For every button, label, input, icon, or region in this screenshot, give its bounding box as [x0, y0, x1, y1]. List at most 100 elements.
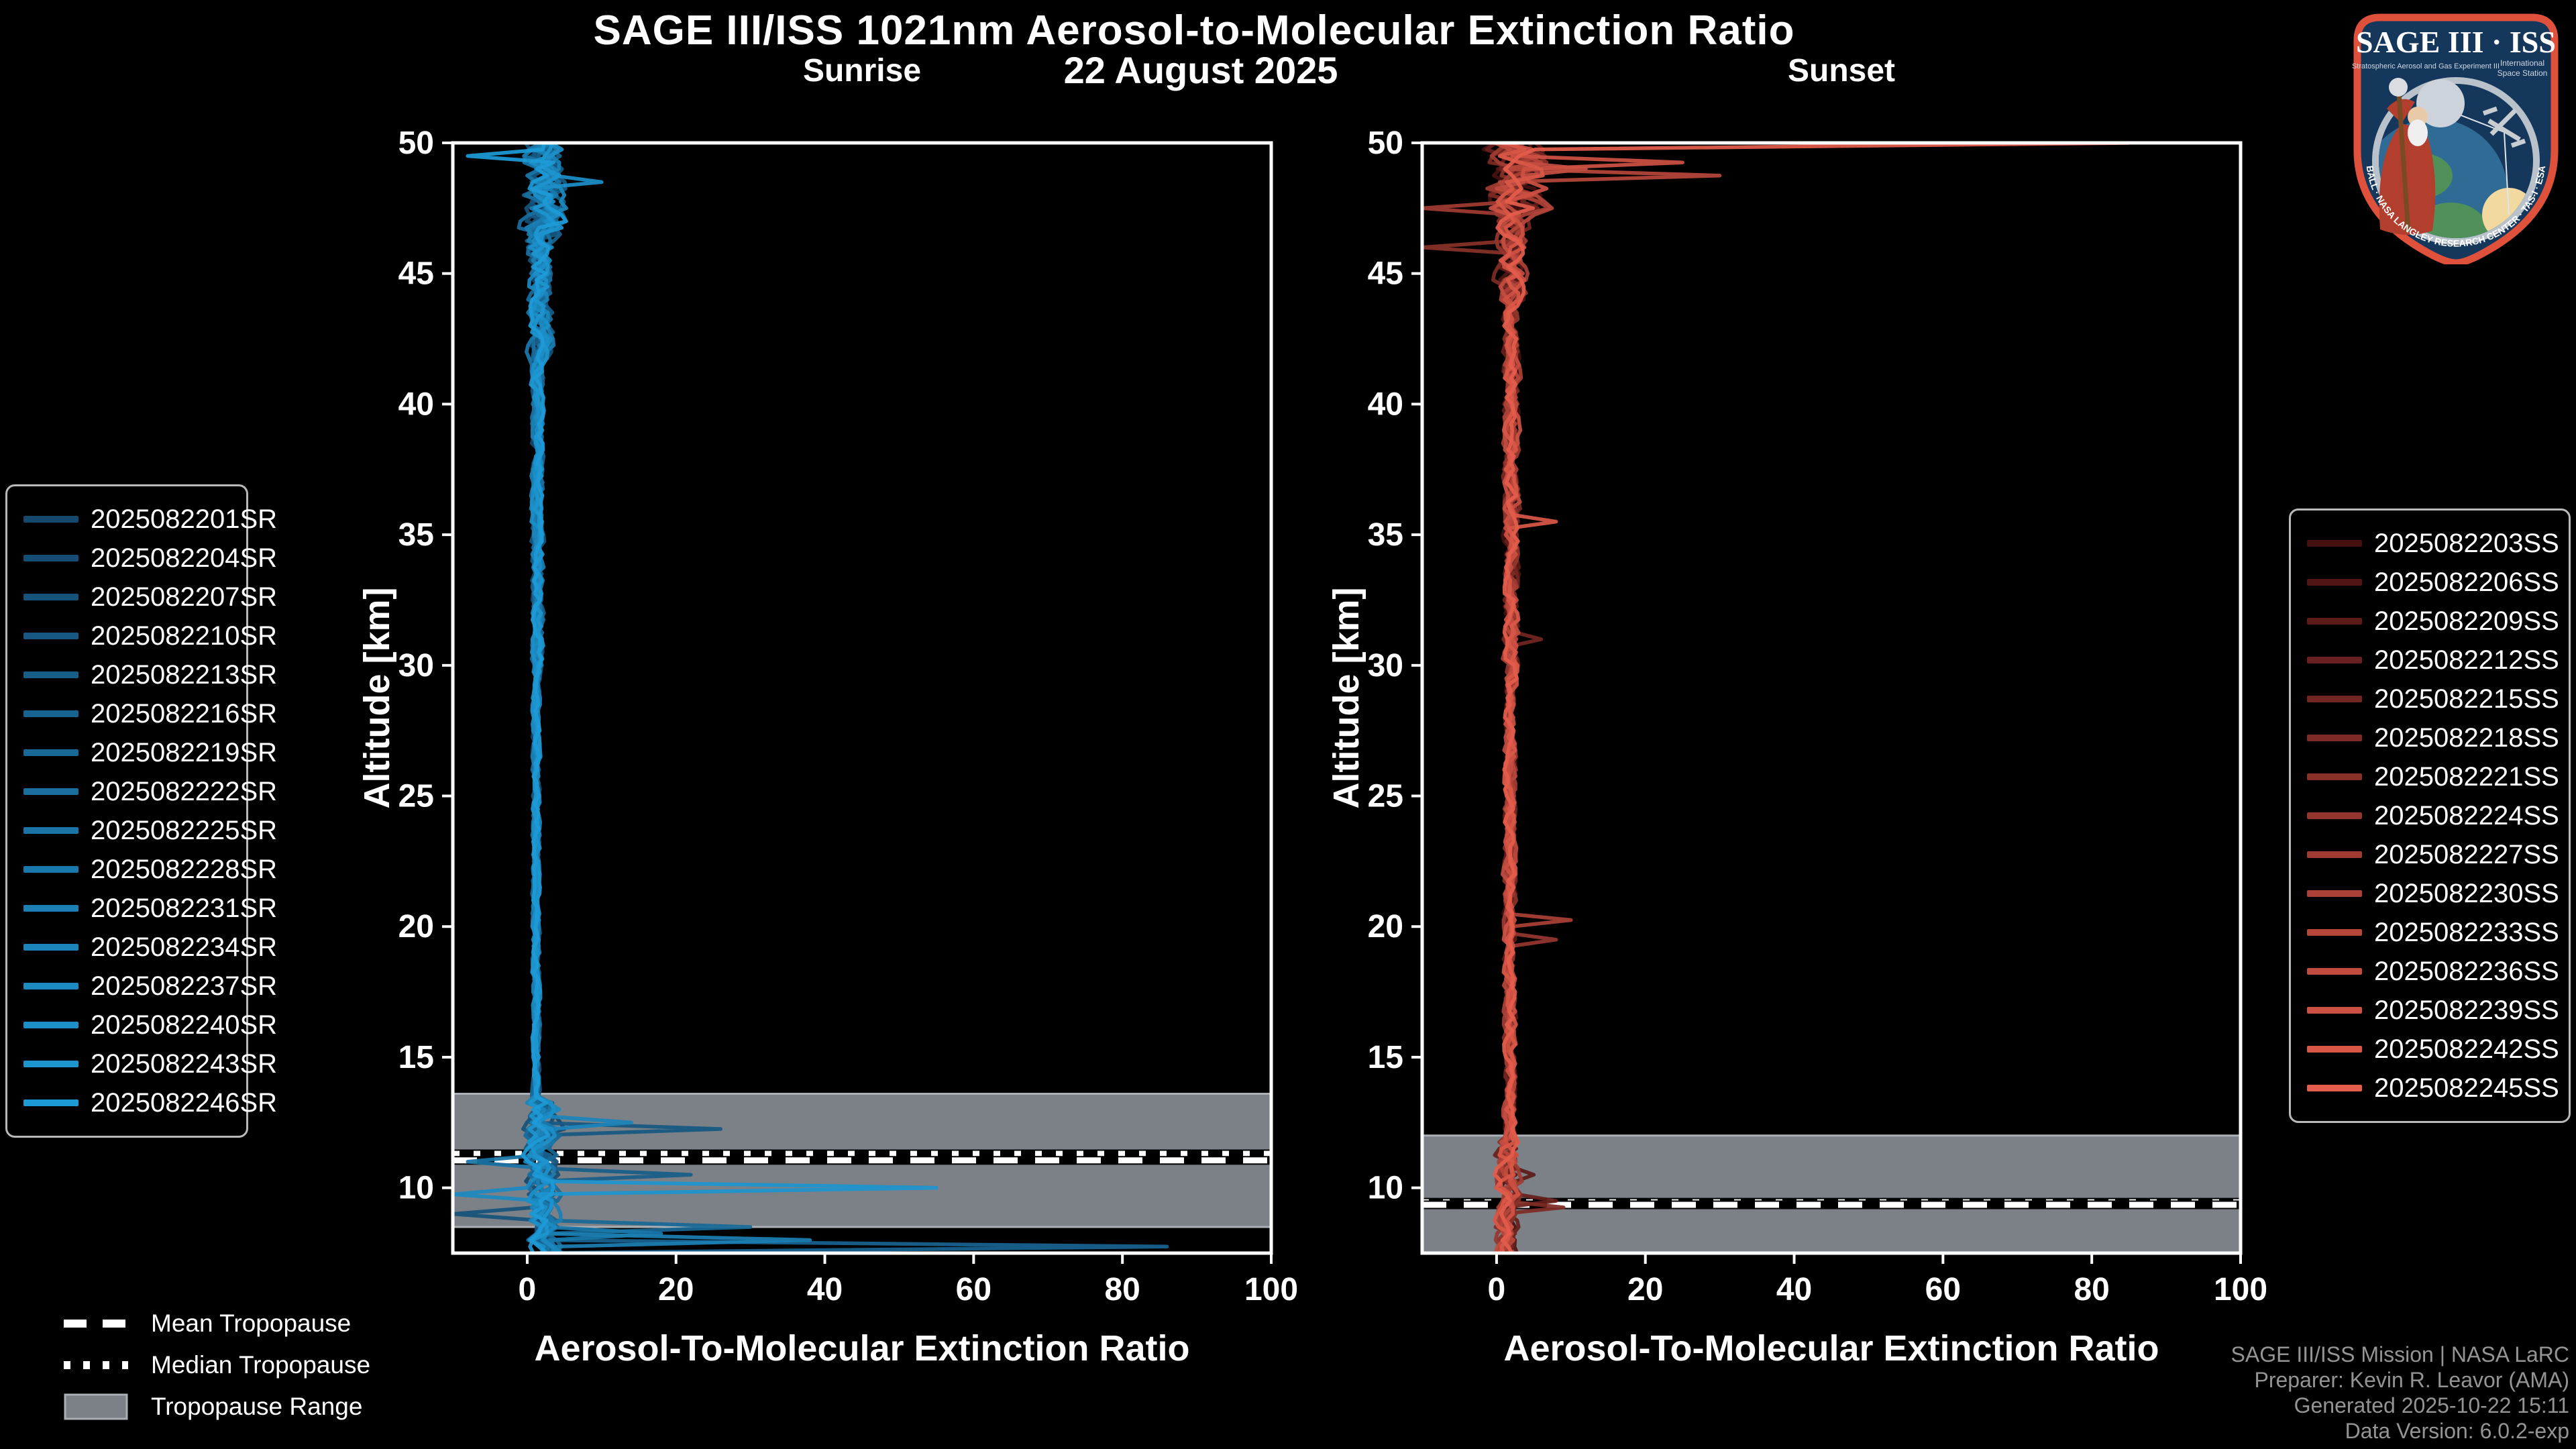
x-tick-label: 100: [1244, 1272, 1298, 1307]
profile-line-2025082213SR: [524, 143, 693, 1253]
legend-row: 2025082245SS: [2300, 1069, 2559, 1108]
y-tick-label: 20: [398, 909, 434, 945]
legend-row: 2025082230SS: [2300, 874, 2559, 913]
legend-label: 2025082230SS: [2374, 878, 2559, 908]
legend-line-swatch: [23, 788, 78, 795]
profile-line-2025082233SS: [1497, 143, 1722, 1253]
legend-line-swatch: [2307, 851, 2362, 858]
legend-line-swatch: [23, 905, 78, 912]
x-tick-label: 20: [1627, 1272, 1663, 1307]
attribution-preparer: Preparer: Kevin R. Leavor (AMA): [2254, 1368, 2570, 1392]
legend-line-swatch: [2307, 657, 2362, 663]
legend-line-swatch: [2307, 968, 2362, 975]
patch-title: SAGE III · ISS: [2356, 25, 2556, 59]
tropopause-range-legend-row: Tropopause Range: [64, 1386, 370, 1428]
legend-label: 2025082234SR: [91, 932, 278, 962]
y-tick-label: 10: [398, 1171, 434, 1206]
median-tropopause-legend-row: Median Tropopause: [64, 1344, 370, 1386]
tropopause-range-band: [1422, 1135, 2241, 1253]
axes-frame: [451, 141, 1273, 1255]
profile-line-2025082210SR: [523, 143, 723, 1253]
profile-line-2025082246SR: [466, 143, 568, 1253]
y-tick-label: 30: [1368, 648, 1403, 684]
profile-line-2025082231SR: [524, 143, 812, 1253]
legend-line-swatch: [23, 1061, 78, 1067]
legend-line-swatch: [23, 1099, 78, 1106]
sage-iii-iss-mission-patch-logo: SAGE III · ISS Stratospheric Aerosol and…: [2352, 13, 2559, 264]
patch-ring: [2372, 77, 2540, 245]
legend-line-swatch: [2307, 1085, 2362, 1091]
attribution-generated: Generated 2025-10-22 15:11: [2294, 1393, 2569, 1417]
sunset-plot-area: [1422, 143, 2241, 1253]
legend-row: 2025082231SR: [17, 889, 277, 928]
sunset-legend: 2025082203SS 2025082206SS 2025082209SS 2025…: [2289, 508, 2571, 1123]
legend-line-swatch: [23, 944, 78, 951]
y-tick-label: 40: [398, 386, 434, 422]
legend-row: 2025082206SS: [2300, 563, 2559, 602]
legend-label: 2025082224SS: [2374, 800, 2559, 830]
attribution-mission: SAGE III/ISS Mission | NASA LaRC: [2231, 1342, 2569, 1366]
legend-label: 2025082236SS: [2374, 956, 2559, 986]
y-tick-label: 45: [1368, 256, 1403, 292]
legend-row: 2025082204SR: [17, 539, 277, 578]
legend-row: 2025082234SR: [17, 928, 277, 967]
legend-label: 2025082240SR: [91, 1010, 278, 1040]
legend-row: 2025082237SR: [17, 967, 277, 1006]
y-tick-label: 25: [398, 779, 434, 814]
y-tick-label: 35: [398, 517, 434, 553]
legend-label: 2025082225SR: [91, 815, 278, 845]
y-tick-label: 35: [1368, 517, 1403, 553]
legend-row: 2025082215SS: [2300, 680, 2559, 718]
sunrise-panel-title: Sunrise: [802, 53, 922, 89]
patch-iss: [2482, 106, 2526, 148]
subtitle-row: Sunrise 22 August 2025 Sunset: [0, 48, 2576, 95]
y-tick-label: 50: [1368, 125, 1403, 161]
legend-line-swatch: [2307, 890, 2362, 897]
tropopause-legend: Mean Tropopause Median Tropopause Tropop…: [64, 1303, 370, 1428]
y-axis-label: Altitude [km]: [1332, 588, 1366, 809]
legend-label: 2025082216SR: [91, 698, 278, 729]
sunrise-profile-chart: 0 20 40 60 80 100 10 15 20 25 30 35 40 45 50 Aerosol-To…: [362, 125, 1298, 1368]
legend-row: 2025082243SR: [17, 1044, 277, 1083]
y-tick-label: 25: [1368, 779, 1403, 814]
legend-label: 2025082245SS: [2374, 1073, 2559, 1103]
legend-row: 2025082224SS: [2300, 796, 2559, 835]
profile-line-2025082218SS: [1487, 143, 1566, 1253]
y-tick-label: 20: [1368, 909, 1403, 945]
y-tick-label: 15: [1368, 1040, 1403, 1075]
patch-moon: [2416, 79, 2465, 127]
patch-sage-figure: [2379, 78, 2436, 235]
mean-tropopause-label: Mean Tropopause: [151, 1309, 352, 1337]
legend-label: 2025082227SS: [2374, 839, 2559, 869]
legend-row: 2025082227SS: [2300, 835, 2559, 874]
legend-label: 2025082219SR: [91, 737, 278, 767]
sunrise-legend: 2025082201SR 2025082204SR 2025082207SR 2025…: [5, 484, 277, 1138]
x-tick-label: 100: [2214, 1272, 2267, 1307]
figure-title: SAGE III/ISS 1021nm Aerosol-to-Molecular…: [593, 7, 1795, 54]
patch-subtitle-right-2: Space Station: [2498, 68, 2548, 78]
legend-row: 2025082221SS: [2300, 757, 2559, 796]
legend-row: 2025082201SR: [17, 500, 277, 539]
y-tick-label: 50: [398, 125, 434, 161]
profile-line-2025082243SR: [527, 143, 938, 1253]
y-tick-label: 40: [1368, 386, 1403, 422]
legend-row: 2025082212SS: [2300, 641, 2559, 680]
legend-row: 2025082233SS: [2300, 913, 2559, 952]
profile-line-2025082224SS: [1492, 143, 1558, 1253]
legend-row: 2025082210SR: [17, 616, 277, 655]
legend-line-swatch: [2307, 773, 2362, 780]
legend-line-swatch: [2307, 579, 2362, 586]
legend-label: 2025082242SS: [2374, 1034, 2559, 1064]
legend-line-swatch: [2307, 696, 2362, 702]
profile-line-2025082239SS: [1489, 143, 1684, 1253]
legend-line-swatch: [2307, 1007, 2362, 1014]
legend-line-swatch: [23, 555, 78, 561]
dotted-line-icon: [64, 1361, 128, 1369]
legend-line-swatch: [23, 866, 78, 873]
profile-line-2025082212SS: [1485, 143, 1558, 1253]
sunset-panel-title: Sunset: [1787, 53, 1896, 89]
legend-label: 2025082201SR: [91, 504, 278, 534]
legend-label: 2025082209SS: [2374, 606, 2559, 636]
y-tick-label: 30: [398, 648, 434, 684]
attribution-block: SAGE III/ISS Mission | NASA LaRC Prepare…: [2231, 1342, 2569, 1444]
